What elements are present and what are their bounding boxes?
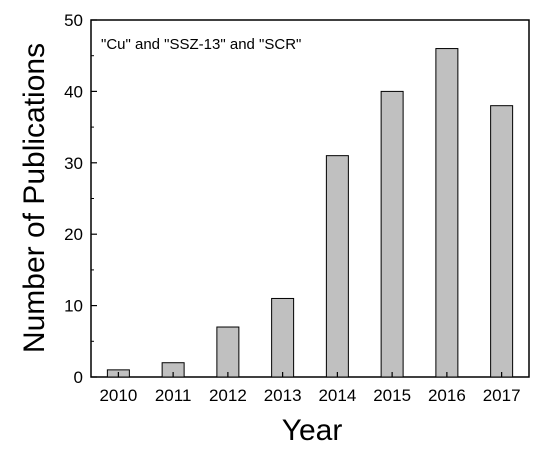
x-tick-label: 2014: [318, 386, 356, 405]
bar-2015: [380, 90, 404, 378]
plot-frame: [90, 19, 530, 378]
y-tick-label: 50: [64, 11, 83, 30]
x-tick-label: 2016: [428, 386, 466, 405]
y-axis-title: Number of Publications: [18, 43, 51, 353]
chart-annotation: "Cu" and "SSZ-13" and "SCR": [101, 36, 301, 53]
x-tick-label: 2012: [209, 386, 247, 405]
y-tick-label: 20: [64, 225, 83, 244]
y-tick-label: 0: [74, 368, 83, 387]
bars-group: [106, 48, 514, 378]
x-ticks-group: 2010 2011 2012 2013 2014 2015 2016 2017: [99, 372, 521, 405]
y-tick-label: 40: [64, 82, 83, 101]
y-tick-label: 10: [64, 297, 83, 316]
bar-2016: [435, 48, 459, 378]
bar-2013: [271, 297, 295, 378]
x-tick-label: 2013: [264, 386, 302, 405]
bar-2012: [216, 326, 240, 378]
y-tick-label: 30: [64, 154, 83, 173]
y-ticks-group: 0 10 20 30 40 50: [64, 11, 97, 387]
x-tick-label: 2015: [373, 386, 411, 405]
x-tick-label: 2011: [155, 386, 192, 405]
x-tick-label: 2017: [483, 386, 521, 405]
bar-2017: [490, 105, 514, 378]
bar-2014: [325, 155, 349, 378]
x-axis-title: Year: [282, 414, 343, 447]
x-tick-label: 2010: [99, 386, 137, 405]
